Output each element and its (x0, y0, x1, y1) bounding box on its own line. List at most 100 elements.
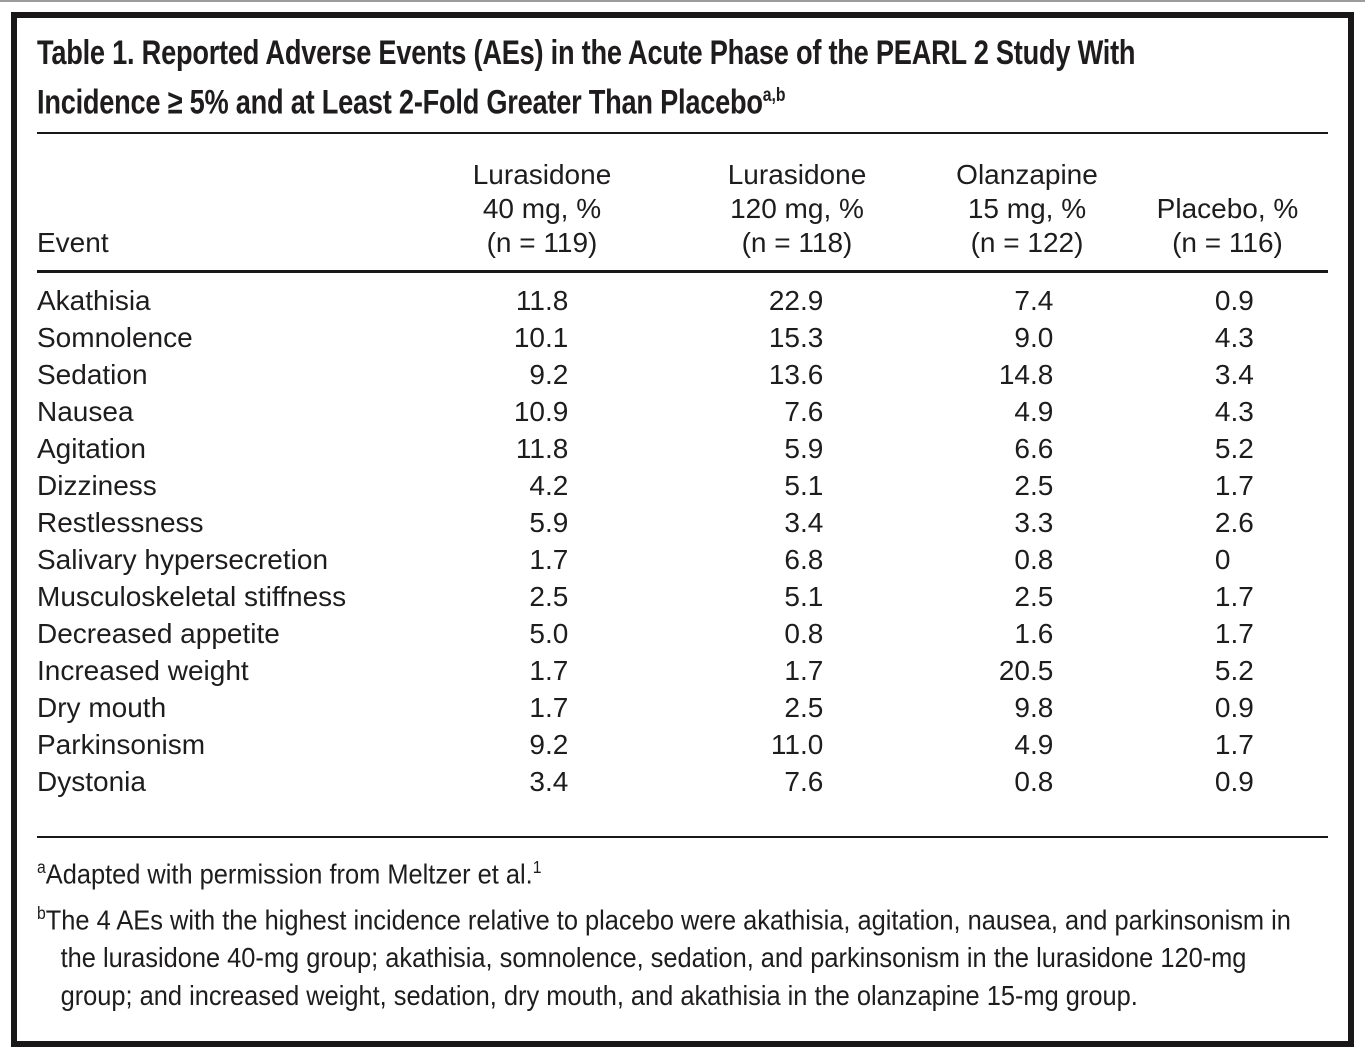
event-cell: Dystonia (37, 765, 146, 797)
table-row: Dizziness 4.2 5.1 2.5 1.7 (37, 467, 1328, 504)
event-cell: Akathisia (37, 284, 151, 316)
value-cell: 6.6 (927, 430, 1127, 467)
value-cell: 3.4 (417, 763, 667, 800)
value-cell: 5.1 (667, 467, 927, 504)
table-row: Dry mouth 1.7 2.5 9.8 0.9 (37, 689, 1328, 726)
table-row: Restlessness 5.9 3.4 3.3 2.6 (37, 504, 1328, 541)
value: 1.7 (529, 654, 569, 686)
value: 1.7 (1214, 617, 1254, 649)
value-cell: 3.3 (927, 504, 1127, 541)
value: 6.8 (784, 543, 824, 575)
value: 3.4 (1214, 358, 1254, 390)
value: 4.3 (1214, 321, 1254, 353)
col-header-event-label: Event (37, 227, 109, 259)
table-row: Increased weight 1.7 1.7 20.5 5.2 (37, 652, 1328, 689)
value: 3.3 (1014, 506, 1054, 538)
value: 11.8 (515, 432, 569, 464)
value-cell: 1.6 (927, 615, 1127, 652)
footnote-a: aAdapted with permission from Meltzer et… (37, 848, 1325, 893)
value: 5.9 (784, 432, 824, 464)
value: 9.2 (529, 728, 569, 760)
event-cell: Dizziness (37, 469, 157, 501)
col-header-line: 15 mg, % (967, 193, 1087, 225)
value-cell: 1.7 (417, 689, 667, 726)
table1-frame: Table 1. Reported Adverse Events (AEs) i… (11, 12, 1354, 1047)
value-cell: 5.2 (1127, 430, 1328, 467)
value: 0.8 (784, 617, 824, 649)
col-header-line: 120 mg, % (730, 193, 864, 225)
value: 1.7 (1214, 728, 1254, 760)
value-cell: 5.9 (417, 504, 667, 541)
value-cell: 15.3 (667, 319, 927, 356)
value: 5.1 (784, 580, 824, 612)
event-cell: Restlessness (37, 506, 204, 538)
value-cell: 5.9 (667, 430, 927, 467)
value-cell: 2.5 (417, 578, 667, 615)
header-row: Event Lurasidone 40 mg, % (n = 119) Lurasi… (37, 134, 1328, 272)
value: 22.9 (768, 284, 824, 316)
table-row: Agitation 11.8 5.9 6.6 5.2 (37, 430, 1328, 467)
footnotes-section: aAdapted with permission from Meltzer et… (37, 848, 1325, 1015)
value-cell: 4.2 (417, 467, 667, 504)
col-header-lurasidone-40: Lurasidone 40 mg, % (n = 119) (417, 134, 667, 272)
event-cell: Sedation (37, 358, 148, 390)
value-cell: 1.7 (1127, 467, 1328, 504)
value: 13.6 (768, 358, 824, 390)
value: 1.6 (1014, 617, 1054, 649)
value-cell: 4.3 (1127, 393, 1328, 430)
value: 4.9 (1014, 395, 1054, 427)
value: 1.7 (1214, 469, 1254, 501)
table-row: Musculoskeletal stiffness 2.5 5.1 2.5 1.7 (37, 578, 1328, 615)
value: 5.9 (529, 506, 569, 538)
event-cell: Decreased appetite (37, 617, 280, 649)
col-header-placebo: Placebo, % (n = 116) (1127, 134, 1328, 272)
table-row: Somnolence 10.1 15.3 9.0 4.3 (37, 319, 1328, 356)
value: 5.0 (529, 617, 569, 649)
value: 3.4 (529, 765, 569, 797)
value-cell: 1.7 (1127, 726, 1328, 763)
footnote-a-text: Adapted with permission from Meltzer et … (45, 858, 533, 890)
value-cell: 22.9 (667, 272, 927, 320)
table-title-line-2: Incidence ≥ 5% and at Least 2-Fold Great… (37, 83, 763, 122)
value-cell: 0.8 (927, 763, 1127, 800)
table-row: Parkinsonism 9.2 11.0 4.9 1.7 (37, 726, 1328, 763)
value: 4.9 (1014, 728, 1054, 760)
col-header-line: (n = 122) (970, 227, 1084, 259)
value: 4.3 (1214, 395, 1254, 427)
value: 2.5 (1014, 469, 1054, 501)
col-header-line: (n = 119) (486, 227, 598, 259)
value-cell: 9.0 (927, 319, 1127, 356)
title-footnote-marker: a,b (762, 84, 786, 106)
value: 9.0 (1014, 321, 1054, 353)
value-cell: 1.7 (1127, 578, 1328, 615)
value: 5.2 (1214, 654, 1254, 686)
value: 1.7 (1214, 580, 1254, 612)
value: 7.6 (784, 395, 824, 427)
title-divider (37, 132, 1328, 135)
value-cell: 14.8 (927, 356, 1127, 393)
value-cell: 2.5 (927, 578, 1127, 615)
value-cell: 9.2 (417, 356, 667, 393)
value-cell: 4.3 (1127, 319, 1328, 356)
value: 2.5 (1014, 580, 1054, 612)
value-cell: 6.8 (667, 541, 927, 578)
value-cell: 13.6 (667, 356, 927, 393)
table-body: Akathisia 11.8 22.9 7.4 0.9 Somnolence 10.1 15.… (37, 272, 1328, 801)
value-cell: 3.4 (667, 504, 927, 541)
table-row: Akathisia 11.8 22.9 7.4 0.9 (37, 272, 1328, 320)
value: 11.8 (515, 284, 569, 316)
value-cell: 5.1 (667, 578, 927, 615)
value: 11.0 (770, 728, 824, 760)
value-cell: 10.1 (417, 319, 667, 356)
footnote-b: bThe 4 AEs with the highest incidence re… (37, 894, 1325, 1015)
value: 2.5 (784, 691, 824, 723)
table-row: Nausea 10.9 7.6 4.9 4.3 (37, 393, 1328, 430)
value: 7.4 (1014, 284, 1054, 316)
value: 5.2 (1214, 432, 1254, 464)
col-header-event: Event (37, 134, 417, 272)
table-row: Sedation 9.2 13.6 14.8 3.4 (37, 356, 1328, 393)
col-header-line: (n = 116) (1172, 227, 1283, 259)
value: 6.6 (1014, 432, 1054, 464)
value: 0.9 (1214, 284, 1254, 316)
